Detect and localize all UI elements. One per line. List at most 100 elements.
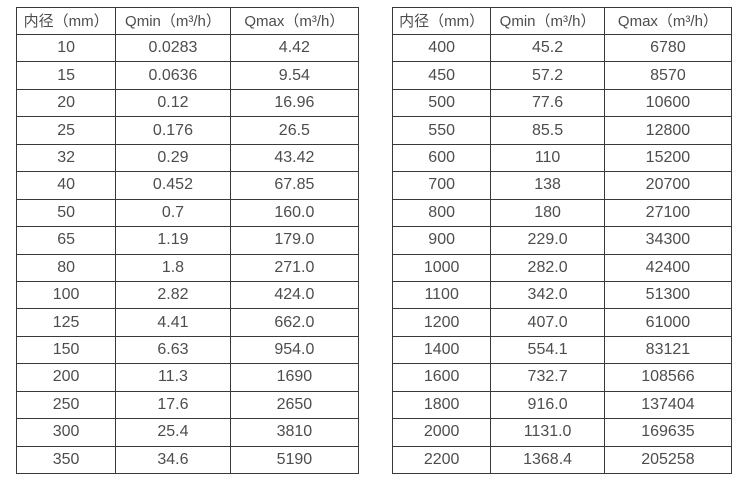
table-cell: 500 bbox=[391, 88, 492, 118]
table-cell: 67.85 bbox=[229, 171, 360, 200]
table-cell: 80 bbox=[15, 253, 117, 282]
table-cell: 20700 bbox=[603, 171, 733, 200]
table-row: 1400 554.1 83121 bbox=[391, 335, 733, 365]
table-row: 1600 732.7 108566 bbox=[391, 363, 733, 392]
table-row: 350 34.6 5190 bbox=[15, 445, 360, 475]
table-cell: 1690 bbox=[229, 363, 360, 392]
table-cell: 550 bbox=[391, 116, 492, 145]
table-row: 25 0.176 26.5 bbox=[15, 116, 360, 145]
table-row: 80 1.8 271.0 bbox=[15, 253, 360, 282]
table-cell: 11.3 bbox=[115, 363, 231, 392]
table-cell: 916.0 bbox=[490, 390, 605, 420]
table-cell: 160.0 bbox=[229, 198, 360, 228]
table-cell: 600 bbox=[391, 143, 492, 173]
table-cell: 61000 bbox=[603, 308, 733, 337]
table-cell: 732.7 bbox=[490, 363, 605, 392]
table-cell: 0.7 bbox=[115, 198, 231, 228]
table-cell: 954.0 bbox=[229, 335, 360, 365]
table-cell: 8570 bbox=[603, 61, 733, 90]
header-qmax: Qmax（m³/h） bbox=[229, 7, 360, 35]
table-row: 1200 407.0 61000 bbox=[391, 308, 733, 337]
table-cell: 6780 bbox=[603, 33, 733, 63]
table-cell: 229.0 bbox=[490, 226, 605, 255]
table-cell: 0.176 bbox=[115, 116, 231, 145]
table-cell: 43.42 bbox=[229, 143, 360, 173]
table-cell: 4.42 bbox=[229, 33, 360, 63]
header-qmax: Qmax（m³/h） bbox=[603, 7, 733, 35]
table-cell: 2.82 bbox=[115, 280, 231, 310]
table-cell: 10600 bbox=[603, 88, 733, 118]
table-row: 125 4.41 662.0 bbox=[15, 308, 360, 337]
table-row: 10 0.0283 4.42 bbox=[15, 33, 360, 63]
table-cell: 6.63 bbox=[115, 335, 231, 365]
table-cell: 27100 bbox=[603, 198, 733, 228]
table-cell: 1800 bbox=[391, 390, 492, 420]
table-cell: 45.2 bbox=[490, 33, 605, 63]
table-cell: 100 bbox=[15, 280, 117, 310]
table-cell: 450 bbox=[391, 61, 492, 90]
table-cell: 3810 bbox=[229, 418, 360, 447]
table-cell: 1600 bbox=[391, 363, 492, 392]
table-cell: 0.29 bbox=[115, 143, 231, 173]
table-cell: 150 bbox=[15, 335, 117, 365]
table-row: 2000 1131.0 169635 bbox=[391, 418, 733, 447]
table-cell: 34300 bbox=[603, 226, 733, 255]
table-cell: 662.0 bbox=[229, 308, 360, 337]
table-cell: 1.8 bbox=[115, 253, 231, 282]
table-row: 250 17.6 2650 bbox=[15, 390, 360, 420]
table-cell: 180 bbox=[490, 198, 605, 228]
table-row: 1100 342.0 51300 bbox=[391, 280, 733, 310]
table-cell: 250 bbox=[15, 390, 117, 420]
table-cell: 15200 bbox=[603, 143, 733, 173]
table-row: 600 110 15200 bbox=[391, 143, 733, 173]
table-row: 20 0.12 16.96 bbox=[15, 88, 360, 118]
header-row: 内径（mm） Qmin（m³/h） Qmax（m³/h） bbox=[15, 7, 360, 35]
table-cell: 1368.4 bbox=[490, 445, 605, 475]
table-cell: 1400 bbox=[391, 335, 492, 365]
table-cell: 25.4 bbox=[115, 418, 231, 447]
table-cell: 900 bbox=[391, 226, 492, 255]
table-cell: 110 bbox=[490, 143, 605, 173]
table-cell: 271.0 bbox=[229, 253, 360, 282]
table-cell: 26.5 bbox=[229, 116, 360, 145]
table-cell: 125 bbox=[15, 308, 117, 337]
table-row: 700 138 20700 bbox=[391, 171, 733, 200]
table-cell: 83121 bbox=[603, 335, 733, 365]
table-cell: 12800 bbox=[603, 116, 733, 145]
table-cell: 205258 bbox=[603, 445, 733, 475]
table-cell: 0.12 bbox=[115, 88, 231, 118]
table-cell: 1100 bbox=[391, 280, 492, 310]
header-inner-diameter: 内径（mm） bbox=[391, 7, 492, 35]
table-cell: 77.6 bbox=[490, 88, 605, 118]
table-header: 内径（mm） Qmin（m³/h） Qmax（m³/h） bbox=[15, 7, 360, 35]
table-cell: 800 bbox=[391, 198, 492, 228]
table-row: 15 0.0636 9.54 bbox=[15, 61, 360, 90]
table-cell: 407.0 bbox=[490, 308, 605, 337]
header-qmin: Qmin（m³/h） bbox=[115, 7, 231, 35]
header-inner-diameter: 内径（mm） bbox=[15, 7, 117, 35]
table-cell: 34.6 bbox=[115, 445, 231, 475]
table-row: 40 0.452 67.85 bbox=[15, 171, 360, 200]
table-row: 32 0.29 43.42 bbox=[15, 143, 360, 173]
spec-table-large-diameters: 内径（mm） Qmin（m³/h） Qmax（m³/h） 400 45.2 6780… bbox=[391, 7, 733, 475]
table-cell: 424.0 bbox=[229, 280, 360, 310]
table-cell: 16.96 bbox=[229, 88, 360, 118]
table-cell: 4.41 bbox=[115, 308, 231, 337]
table-cell: 0.0283 bbox=[115, 33, 231, 63]
table-row: 50 0.7 160.0 bbox=[15, 198, 360, 228]
table-cell: 179.0 bbox=[229, 226, 360, 255]
table-cell: 5190 bbox=[229, 445, 360, 475]
table-cell: 10 bbox=[15, 33, 117, 63]
table-cell: 282.0 bbox=[490, 253, 605, 282]
table-row: 2200 1368.4 205258 bbox=[391, 445, 733, 475]
table-cell: 85.5 bbox=[490, 116, 605, 145]
table-cell: 65 bbox=[15, 226, 117, 255]
table-cell: 169635 bbox=[603, 418, 733, 447]
table-cell: 1.19 bbox=[115, 226, 231, 255]
table-body: 10 0.0283 4.42 15 0.0636 9.54 20 0.12 16.96 25 0.1… bbox=[15, 33, 360, 475]
table-row: 100 2.82 424.0 bbox=[15, 280, 360, 310]
table-header: 内径（mm） Qmin（m³/h） Qmax（m³/h） bbox=[391, 7, 733, 35]
table-cell: 57.2 bbox=[490, 61, 605, 90]
table-row: 200 11.3 1690 bbox=[15, 363, 360, 392]
